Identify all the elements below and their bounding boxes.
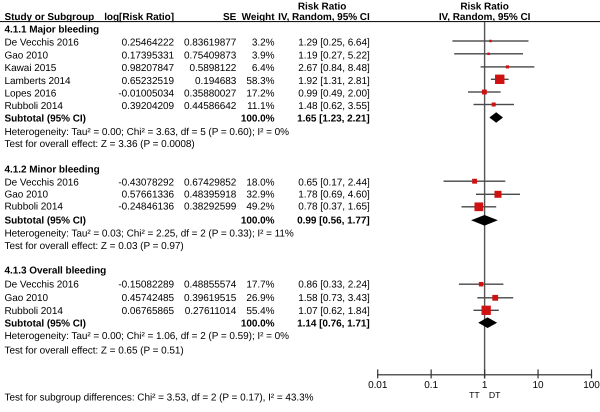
- svg-text:-0.43078292: -0.43078292: [118, 178, 174, 189]
- svg-text:TT: TT: [469, 390, 480, 400]
- svg-text:18.0%: 18.0%: [246, 178, 274, 189]
- svg-text:2.67 [0.84, 8.48]: 2.67 [0.84, 8.48]: [298, 63, 370, 74]
- svg-text:Heterogeneity: Tau² = 0.03; Ch: Heterogeneity: Tau² = 0.03; Chi² = 2.25,…: [5, 229, 294, 240]
- svg-text:Test for overall effect: Z = 3: Test for overall effect: Z = 3.36 (P = 0…: [5, 139, 195, 150]
- svg-text:0.27611014: 0.27611014: [185, 306, 237, 317]
- svg-text:17.7%: 17.7%: [246, 280, 274, 291]
- svg-text:0.39204209: 0.39204209: [122, 101, 175, 112]
- svg-text:0.86 [0.33, 2.24]: 0.86 [0.33, 2.24]: [298, 280, 370, 291]
- svg-text:Heterogeneity: Tau² = 0.00; Ch: Heterogeneity: Tau² = 0.00; Chi² = 1.06,…: [5, 331, 290, 342]
- svg-text:17.2%: 17.2%: [246, 88, 274, 99]
- svg-text:0.99 [0.56, 1.77]: 0.99 [0.56, 1.77]: [297, 215, 370, 226]
- svg-text:log[Risk Ratio]: log[Risk Ratio]: [104, 12, 174, 23]
- svg-text:100.0%: 100.0%: [241, 114, 275, 125]
- svg-text:1.29 [0.25, 6.64]: 1.29 [0.25, 6.64]: [298, 37, 370, 48]
- svg-text:0.5898122: 0.5898122: [189, 63, 236, 74]
- svg-text:Subtotal (95% CI): Subtotal (95% CI): [5, 319, 86, 330]
- svg-text:0.48395918: 0.48395918: [184, 190, 237, 201]
- svg-text:0.75409873: 0.75409873: [184, 51, 237, 62]
- svg-text:1.58 [0.73, 3.43]: 1.58 [0.73, 3.43]: [298, 293, 370, 304]
- svg-text:0.45742485: 0.45742485: [122, 293, 175, 304]
- svg-text:1.92 [1.31, 2.81]: 1.92 [1.31, 2.81]: [298, 76, 370, 87]
- svg-text:0.01: 0.01: [368, 380, 388, 391]
- svg-text:0.83619877: 0.83619877: [184, 37, 237, 48]
- svg-text:Test for overall effect: Z = 0: Test for overall effect: Z = 0.03 (P = 0…: [5, 241, 184, 252]
- svg-text:Rubboli 2014: Rubboli 2014: [5, 306, 64, 317]
- svg-text:Gao 2010: Gao 2010: [5, 190, 49, 201]
- svg-text:-0.01005034: -0.01005034: [118, 88, 174, 99]
- svg-text:49.2%: 49.2%: [246, 202, 274, 213]
- svg-text:0.78 [0.37, 1.65]: 0.78 [0.37, 1.65]: [298, 202, 370, 213]
- svg-text:11.1%: 11.1%: [247, 101, 275, 112]
- svg-text:Risk Ratio: Risk Ratio: [460, 2, 508, 13]
- svg-text:De Vecchis 2016: De Vecchis 2016: [5, 178, 80, 189]
- svg-text:Test for subgroup differences:: Test for subgroup differences: Chi² = 3.…: [5, 393, 314, 404]
- svg-text:3.9%: 3.9%: [252, 51, 275, 62]
- svg-text:0.57661336: 0.57661336: [122, 190, 175, 201]
- svg-text:1: 1: [482, 380, 488, 391]
- svg-text:0.65232519: 0.65232519: [122, 76, 175, 87]
- svg-text:1.48 [0.62, 3.55]: 1.48 [0.62, 3.55]: [298, 101, 370, 112]
- svg-text:1.14 [0.76, 1.71]: 1.14 [0.76, 1.71]: [297, 319, 370, 330]
- svg-text:55.4%: 55.4%: [246, 306, 274, 317]
- svg-text:100.0%: 100.0%: [241, 215, 275, 226]
- svg-text:0.06765865: 0.06765865: [122, 306, 175, 317]
- svg-text:0.44586642: 0.44586642: [184, 101, 237, 112]
- svg-text:1.19 [0.27, 5.22]: 1.19 [0.27, 5.22]: [298, 51, 370, 62]
- svg-text:58.3%: 58.3%: [246, 76, 274, 87]
- svg-text:0.99 [0.49, 2.00]: 0.99 [0.49, 2.00]: [298, 88, 370, 99]
- svg-text:26.9%: 26.9%: [246, 293, 274, 304]
- svg-text:IV, Random, 95% CI: IV, Random, 95% CI: [278, 12, 370, 23]
- svg-text:0.25464222: 0.25464222: [122, 37, 175, 48]
- svg-text:Lamberts 2014: Lamberts 2014: [5, 76, 72, 87]
- svg-text:-0.24846136: -0.24846136: [118, 202, 174, 213]
- svg-text:Gao 2010: Gao 2010: [5, 293, 49, 304]
- svg-text:0.194683: 0.194683: [195, 76, 237, 87]
- svg-text:100.0%: 100.0%: [241, 319, 275, 330]
- svg-text:Rubboli 2014: Rubboli 2014: [5, 101, 64, 112]
- svg-text:Rubboli 2014: Rubboli 2014: [5, 202, 64, 213]
- svg-text:-0.15082289: -0.15082289: [118, 280, 174, 291]
- svg-text:1.65 [1.23, 2.21]: 1.65 [1.23, 2.21]: [297, 114, 370, 125]
- svg-text:4.1.2 Minor bleeding: 4.1.2 Minor bleeding: [5, 165, 100, 176]
- svg-text:0.38292599: 0.38292599: [184, 202, 237, 213]
- svg-text:Study or Subgroup: Study or Subgroup: [5, 12, 95, 23]
- svg-text:Lopes 2016: Lopes 2016: [5, 88, 57, 99]
- svg-text:32.9%: 32.9%: [246, 190, 274, 201]
- svg-text:0.17395331: 0.17395331: [122, 51, 175, 62]
- svg-text:1.07 [0.62, 1.84]: 1.07 [0.62, 1.84]: [298, 306, 370, 317]
- svg-text:Kawai 2015: Kawai 2015: [5, 63, 57, 74]
- svg-text:Test for overall effect: Z = 0: Test for overall effect: Z = 0.65 (P = 0…: [5, 346, 184, 357]
- svg-text:4.1.1 Major bleeding: 4.1.1 Major bleeding: [5, 25, 100, 36]
- svg-text:0.48855574: 0.48855574: [184, 280, 237, 291]
- svg-text:10: 10: [533, 380, 545, 391]
- svg-text:DT: DT: [489, 390, 501, 400]
- svg-text:IV, Random, 95% CI: IV, Random, 95% CI: [439, 12, 531, 23]
- svg-text:Subtotal (95% CI): Subtotal (95% CI): [5, 114, 86, 125]
- svg-text:0.67429852: 0.67429852: [184, 178, 237, 189]
- svg-text:0.1: 0.1: [424, 380, 438, 391]
- svg-text:Heterogeneity: Tau² = 0.00; Ch: Heterogeneity: Tau² = 0.00; Chi² = 3.63,…: [5, 127, 290, 138]
- svg-text:SE: SE: [223, 12, 237, 23]
- svg-text:Weight: Weight: [242, 12, 276, 23]
- svg-text:Gao 2010: Gao 2010: [5, 51, 49, 62]
- svg-text:0.39619515: 0.39619515: [184, 293, 237, 304]
- svg-text:6.4%: 6.4%: [252, 63, 275, 74]
- svg-text:De Vecchis 2016: De Vecchis 2016: [5, 37, 80, 48]
- svg-text:100: 100: [583, 380, 600, 391]
- svg-text:0.35880027: 0.35880027: [184, 88, 237, 99]
- svg-text:4.1.3 Overall bleeding: 4.1.3 Overall bleeding: [5, 266, 107, 277]
- svg-text:0.65 [0.17, 2.44]: 0.65 [0.17, 2.44]: [298, 178, 370, 189]
- svg-text:De Vecchis 2016: De Vecchis 2016: [5, 280, 80, 291]
- svg-text:1.78 [0.69, 4.60]: 1.78 [0.69, 4.60]: [298, 190, 370, 201]
- svg-text:Subtotal (95% CI): Subtotal (95% CI): [5, 215, 86, 226]
- svg-text:Risk Ratio: Risk Ratio: [298, 2, 346, 13]
- svg-text:3.2%: 3.2%: [252, 37, 275, 48]
- svg-text:0.98207847: 0.98207847: [122, 63, 175, 74]
